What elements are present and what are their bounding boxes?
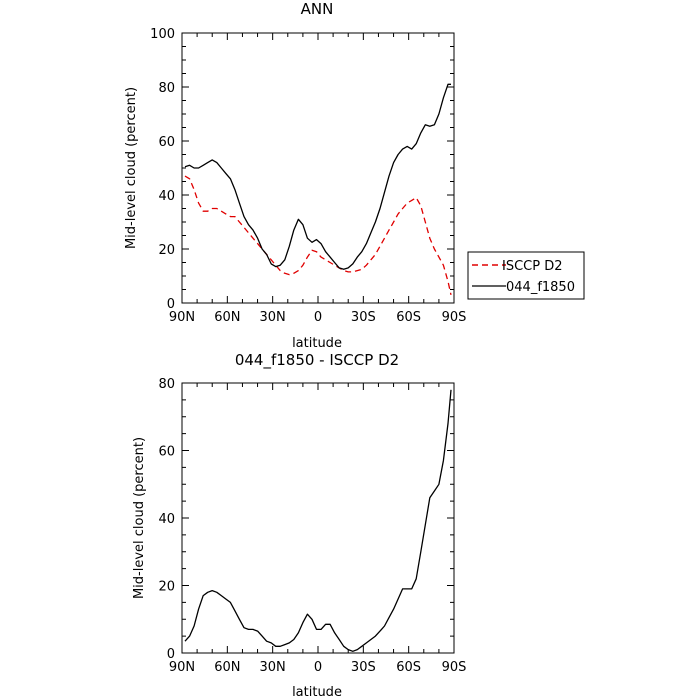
bottom-chart-series-group — [184, 389, 452, 652]
bottom-y-tick-label: 80 — [158, 377, 175, 392]
top-x-tick-label: 60S — [396, 310, 421, 325]
top-y-tick-label: 60 — [158, 135, 175, 150]
top-chart-series-group — [184, 83, 452, 296]
top-x-tick-label: 60N — [214, 310, 240, 325]
bottom-y-tick-label: 0 — [167, 647, 175, 662]
legend-label-model: 044_f1850 — [506, 280, 575, 295]
top-y-tick-label: 100 — [150, 27, 175, 42]
top-chart-ylabel: Mid-level cloud (percent) — [124, 87, 139, 249]
top-x-tick-label: 30N — [260, 310, 286, 325]
bottom-y-tick-label: 20 — [158, 580, 175, 595]
top-chart-xlabel: latitude — [292, 336, 342, 351]
top-chart-ticks: 90N 60N 30N 0 30S 60S 90S 0 20 40 60 80 100 — [150, 27, 466, 325]
top-series-line-0 — [184, 175, 452, 296]
bottom-x-tick-label: 90S — [442, 660, 467, 675]
bottom-x-tick-label: 60N — [214, 660, 240, 675]
bottom-x-tick-label: 0 — [314, 660, 322, 675]
top-y-tick-label: 0 — [167, 297, 175, 312]
top-chart-frame — [181, 32, 455, 304]
bottom-x-tick-label: 30N — [260, 660, 286, 675]
bottom-y-tick-label: 60 — [158, 445, 175, 460]
top-y-tick-label: 20 — [158, 243, 175, 258]
top-x-tick-label: 0 — [314, 310, 322, 325]
legend-box — [467, 251, 585, 300]
bottom-y-tick-label: 40 — [158, 512, 175, 527]
bottom-x-tick-label: 60S — [396, 660, 421, 675]
bottom-series-line-0 — [184, 389, 452, 652]
legend-label-isccp: ISCCP D2 — [502, 259, 563, 274]
top-x-tick-label: 90S — [442, 310, 467, 325]
top-chart-panel: ANN latitude Mid-level cloud (percent) 9… — [124, 0, 585, 351]
bottom-chart-panel: 044_f1850 - ISCCP D2 latitude Mid-level … — [132, 351, 466, 700]
bottom-chart-xlabel: latitude — [292, 685, 342, 700]
top-x-tick-label: 90N — [169, 310, 195, 325]
bottom-chart-ticks: 90N 60N 30N 0 30S 60S 90S 0 20 40 60 80 — [158, 377, 466, 675]
bottom-chart-ylabel: Mid-level cloud (percent) — [132, 437, 147, 599]
bottom-chart-frame — [181, 382, 455, 654]
top-x-tick-label: 30S — [351, 310, 376, 325]
top-y-tick-label: 80 — [158, 81, 175, 96]
legend: ISCCP D2 044_f1850 — [467, 251, 585, 300]
top-series-line-1 — [184, 83, 451, 270]
top-chart-title: ANN — [301, 0, 334, 18]
top-y-tick-label: 40 — [158, 189, 175, 204]
bottom-x-tick-label: 30S — [351, 660, 376, 675]
bottom-chart-title: 044_f1850 - ISCCP D2 — [235, 351, 399, 370]
bottom-x-tick-label: 90N — [169, 660, 195, 675]
